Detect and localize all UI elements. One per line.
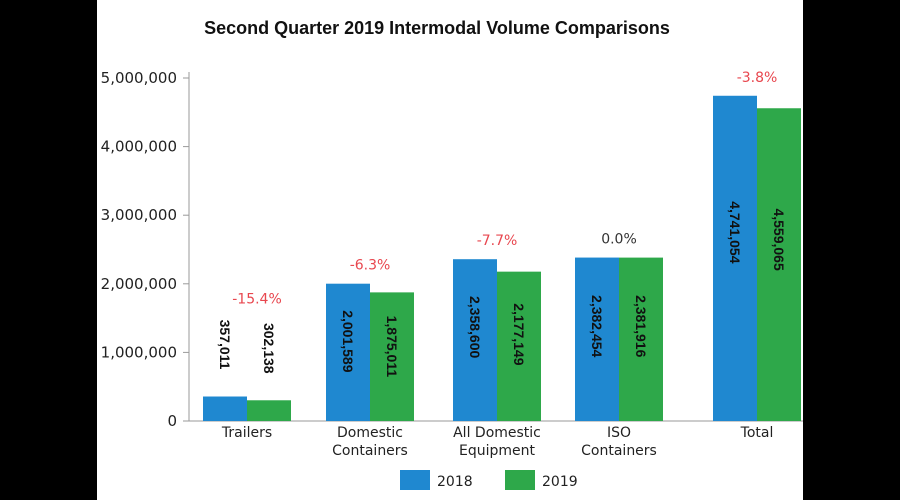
data-label: 357,011 bbox=[217, 320, 233, 370]
x-tick-label: Domestic Containers bbox=[332, 425, 408, 459]
x-tick-label: Total bbox=[740, 425, 774, 441]
percent-change-label: -15.4% bbox=[232, 292, 282, 308]
bar-2019-2 bbox=[497, 271, 541, 421]
data-label: 4,559,065 bbox=[771, 208, 787, 270]
x-axis-ticks: Trailers Domestic Containers All Domestic Eq… bbox=[221, 425, 773, 459]
data-label: 2,177,149 bbox=[511, 303, 527, 365]
percent-change-label: 0.0% bbox=[601, 232, 637, 248]
bar-2019-1 bbox=[370, 292, 414, 421]
bar-chart: Second Quarter 2019 Intermodal Volume Co… bbox=[101, 18, 803, 490]
chart-panel: Second Quarter 2019 Intermodal Volume Co… bbox=[97, 0, 803, 500]
legend-swatch-2018 bbox=[400, 470, 430, 490]
data-label: 2,382,454 bbox=[589, 295, 605, 357]
data-label: 2,001,589 bbox=[340, 310, 356, 372]
percent-change-label: -6.3% bbox=[350, 258, 391, 274]
y-tick-label: 5,000,000 bbox=[101, 69, 177, 87]
bar-2018-0 bbox=[203, 396, 247, 421]
x-tick-label: ISO Containers bbox=[581, 425, 657, 459]
bar-2019-3 bbox=[619, 257, 663, 421]
bar-2018-3 bbox=[575, 257, 619, 421]
data-label: 302,138 bbox=[261, 323, 277, 374]
bar-2018-4 bbox=[713, 95, 757, 421]
x-tick-label: Trailers bbox=[221, 425, 272, 441]
y-tick-label: 1,000,000 bbox=[101, 343, 177, 361]
legend-label-2018: 2018 bbox=[437, 474, 473, 490]
bar-2019-0 bbox=[247, 400, 291, 421]
data-label: 1,875,011 bbox=[384, 316, 400, 378]
chart-title: Second Quarter 2019 Intermodal Volume Co… bbox=[204, 18, 670, 38]
bar-2018-2 bbox=[453, 259, 497, 421]
y-axis-ticks: 0 1,000,000 2,000,000 3,000,000 4,000,000 5,0… bbox=[101, 69, 189, 430]
data-label: 2,381,916 bbox=[633, 295, 649, 357]
x-tick-label: All Domestic Equipment bbox=[453, 425, 541, 459]
y-tick-label: 4,000,000 bbox=[101, 138, 177, 156]
legend-swatch-2019 bbox=[505, 470, 535, 490]
data-label: 4,741,054 bbox=[727, 201, 743, 263]
bar-2018-1 bbox=[326, 283, 370, 421]
percent-change-label: -3.8% bbox=[737, 70, 778, 86]
percent-change-labels: -15.4% -6.3% -7.7% 0.0% -3.8% bbox=[232, 70, 777, 308]
y-tick-label: 3,000,000 bbox=[101, 206, 177, 224]
data-label: 2,358,600 bbox=[467, 296, 483, 358]
bar-2019-4 bbox=[757, 108, 801, 421]
legend-label-2019: 2019 bbox=[542, 474, 578, 490]
y-tick-label: 0 bbox=[167, 412, 177, 430]
data-labels: 357,011 2,001,589 2,358,600 2,382,454 4,741,… bbox=[217, 201, 787, 377]
bars bbox=[203, 95, 801, 421]
legend: 2018 2019 bbox=[400, 470, 578, 490]
percent-change-label: -7.7% bbox=[477, 233, 518, 249]
y-tick-label: 2,000,000 bbox=[101, 275, 177, 293]
